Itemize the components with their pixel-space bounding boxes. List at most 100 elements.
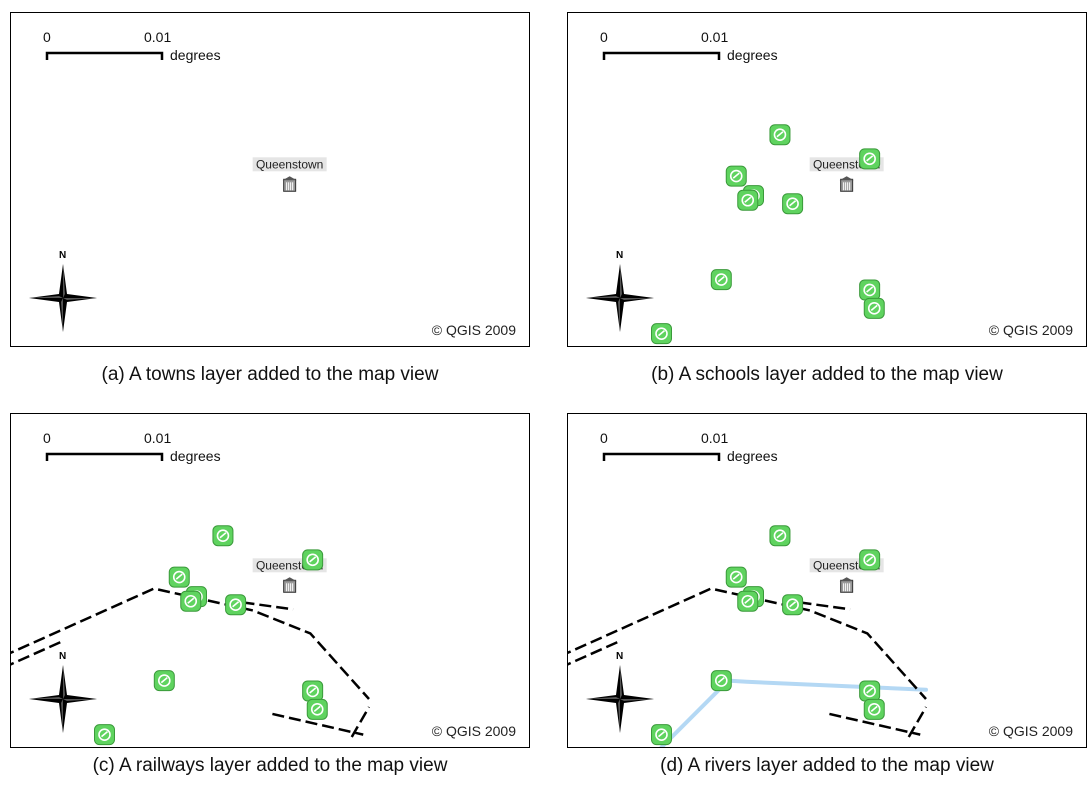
school-icon[interactable] <box>306 698 328 720</box>
scale-unit-label: degrees <box>727 448 778 464</box>
school-icon-glyph <box>867 302 881 315</box>
school-icon[interactable] <box>302 549 324 571</box>
school-icon[interactable] <box>859 279 881 301</box>
school-icon[interactable] <box>863 297 885 319</box>
school-icon-glyph <box>773 529 787 542</box>
town-hall-icon <box>283 178 297 192</box>
scale-start-label: 0 <box>43 29 51 45</box>
school-icon[interactable] <box>782 193 804 215</box>
north-arrow: N <box>29 651 97 733</box>
school-icon-glyph <box>172 570 186 584</box>
map-canvas-a[interactable]: 0 0.01 degrees Queenstown N © QGIS 2009 <box>11 13 529 346</box>
school-icon-pencil <box>732 172 740 179</box>
scale-unit-label: degrees <box>170 448 221 464</box>
school-icon[interactable] <box>168 566 190 588</box>
scale-bar: 0 0.01 degrees <box>600 430 778 464</box>
compass-star-shading <box>586 264 654 332</box>
scale-unit-label: degrees <box>170 47 221 63</box>
north-label: N <box>616 250 623 261</box>
school-icon[interactable] <box>180 590 202 612</box>
school-icon-glyph <box>158 674 171 687</box>
copyright-label: © QGIS 2009 <box>432 723 516 739</box>
school-icon-pencil <box>175 573 183 580</box>
school-icon[interactable] <box>859 549 881 571</box>
compass-star-icon <box>29 665 97 733</box>
school-icon[interactable] <box>725 165 747 187</box>
north-label: N <box>59 250 66 261</box>
scale-bar: 0 0.01 degrees <box>43 430 221 464</box>
school-icon-pencil <box>160 676 168 684</box>
school-icon[interactable] <box>782 594 804 616</box>
school-icon[interactable] <box>710 269 732 291</box>
town-marker[interactable]: Queenstown <box>252 157 327 192</box>
scale-bar-line <box>45 452 164 461</box>
school-icon[interactable] <box>725 566 747 588</box>
north-label: N <box>59 651 66 662</box>
school-icon[interactable] <box>859 148 881 170</box>
school-icon[interactable] <box>710 670 732 692</box>
school-icon-pencil <box>776 131 784 138</box>
school-icon-pencil <box>866 286 874 293</box>
school-icon-pencil <box>309 687 317 694</box>
school-icon-glyph <box>786 197 799 210</box>
school-icon-pencil <box>100 731 109 738</box>
school-icon-glyph <box>306 553 319 567</box>
school-icon[interactable] <box>651 724 672 746</box>
copyright-label: © QGIS 2009 <box>989 322 1073 338</box>
compass-star-shading <box>29 665 97 733</box>
school-icon-pencil <box>866 687 874 694</box>
scale-bar: 0 0.01 degrees <box>600 29 778 63</box>
school-icon-pencil <box>717 676 725 684</box>
school-icon-pencil <box>866 155 874 162</box>
school-icon[interactable] <box>737 189 759 211</box>
school-icon-pencil <box>744 196 752 203</box>
scale-start-label: 0 <box>600 29 608 45</box>
school-icon-pencil <box>717 275 725 283</box>
north-arrow: N <box>586 651 654 733</box>
town-hall-roof <box>282 176 297 181</box>
school-icon-glyph <box>773 128 787 141</box>
school-icon-glyph <box>229 598 242 611</box>
map-view-d[interactable]: 0 0.01 degrees Queenstown N © QGIS 2009 <box>567 413 1087 748</box>
town-hall-roof <box>839 577 854 582</box>
map-view-a[interactable]: 0 0.01 degrees Queenstown N © QGIS 2009 <box>10 12 530 347</box>
school-icon-glyph <box>863 283 876 297</box>
scale-end-label: 0.01 <box>701 430 728 446</box>
map-view-c[interactable]: 0 0.01 degrees Queenstown N © QGIS 2009 <box>10 413 530 748</box>
school-icon[interactable] <box>225 594 247 616</box>
school-icon-glyph <box>184 594 198 608</box>
school-icon[interactable] <box>302 680 324 702</box>
town-hall-roof <box>282 577 297 582</box>
railway-line <box>568 587 927 700</box>
school-icon-glyph <box>863 152 876 166</box>
school-icon[interactable] <box>651 323 672 345</box>
school-icon-glyph <box>729 570 743 584</box>
school-icon-glyph <box>655 327 668 340</box>
school-icon-pencil <box>657 731 666 738</box>
school-icon-glyph <box>729 169 743 183</box>
school-icon[interactable] <box>212 525 234 547</box>
school-icon-pencil <box>309 556 317 563</box>
school-icon[interactable] <box>153 670 175 692</box>
school-icon[interactable] <box>863 698 885 720</box>
school-icon[interactable] <box>859 680 881 702</box>
school-icon-glyph <box>863 553 876 567</box>
map-view-b[interactable]: 0 0.01 degrees Queenstown N © QGIS 2009 <box>567 12 1087 347</box>
railway-line <box>350 706 371 738</box>
school-icon-glyph <box>216 529 230 542</box>
school-icon[interactable] <box>769 124 791 146</box>
railway-line <box>829 712 921 736</box>
school-icon[interactable] <box>94 724 115 746</box>
caption-d: (d) A rivers layer added to the map view <box>660 755 994 776</box>
school-icon-glyph <box>655 728 668 741</box>
town-hall-icon <box>283 579 297 593</box>
school-icon[interactable] <box>737 590 759 612</box>
school-icon[interactable] <box>769 525 791 547</box>
town-hall-roof <box>839 176 854 181</box>
scale-unit-label: degrees <box>727 47 778 63</box>
school-icon-glyph <box>786 598 799 611</box>
school-icon-glyph <box>715 674 728 687</box>
